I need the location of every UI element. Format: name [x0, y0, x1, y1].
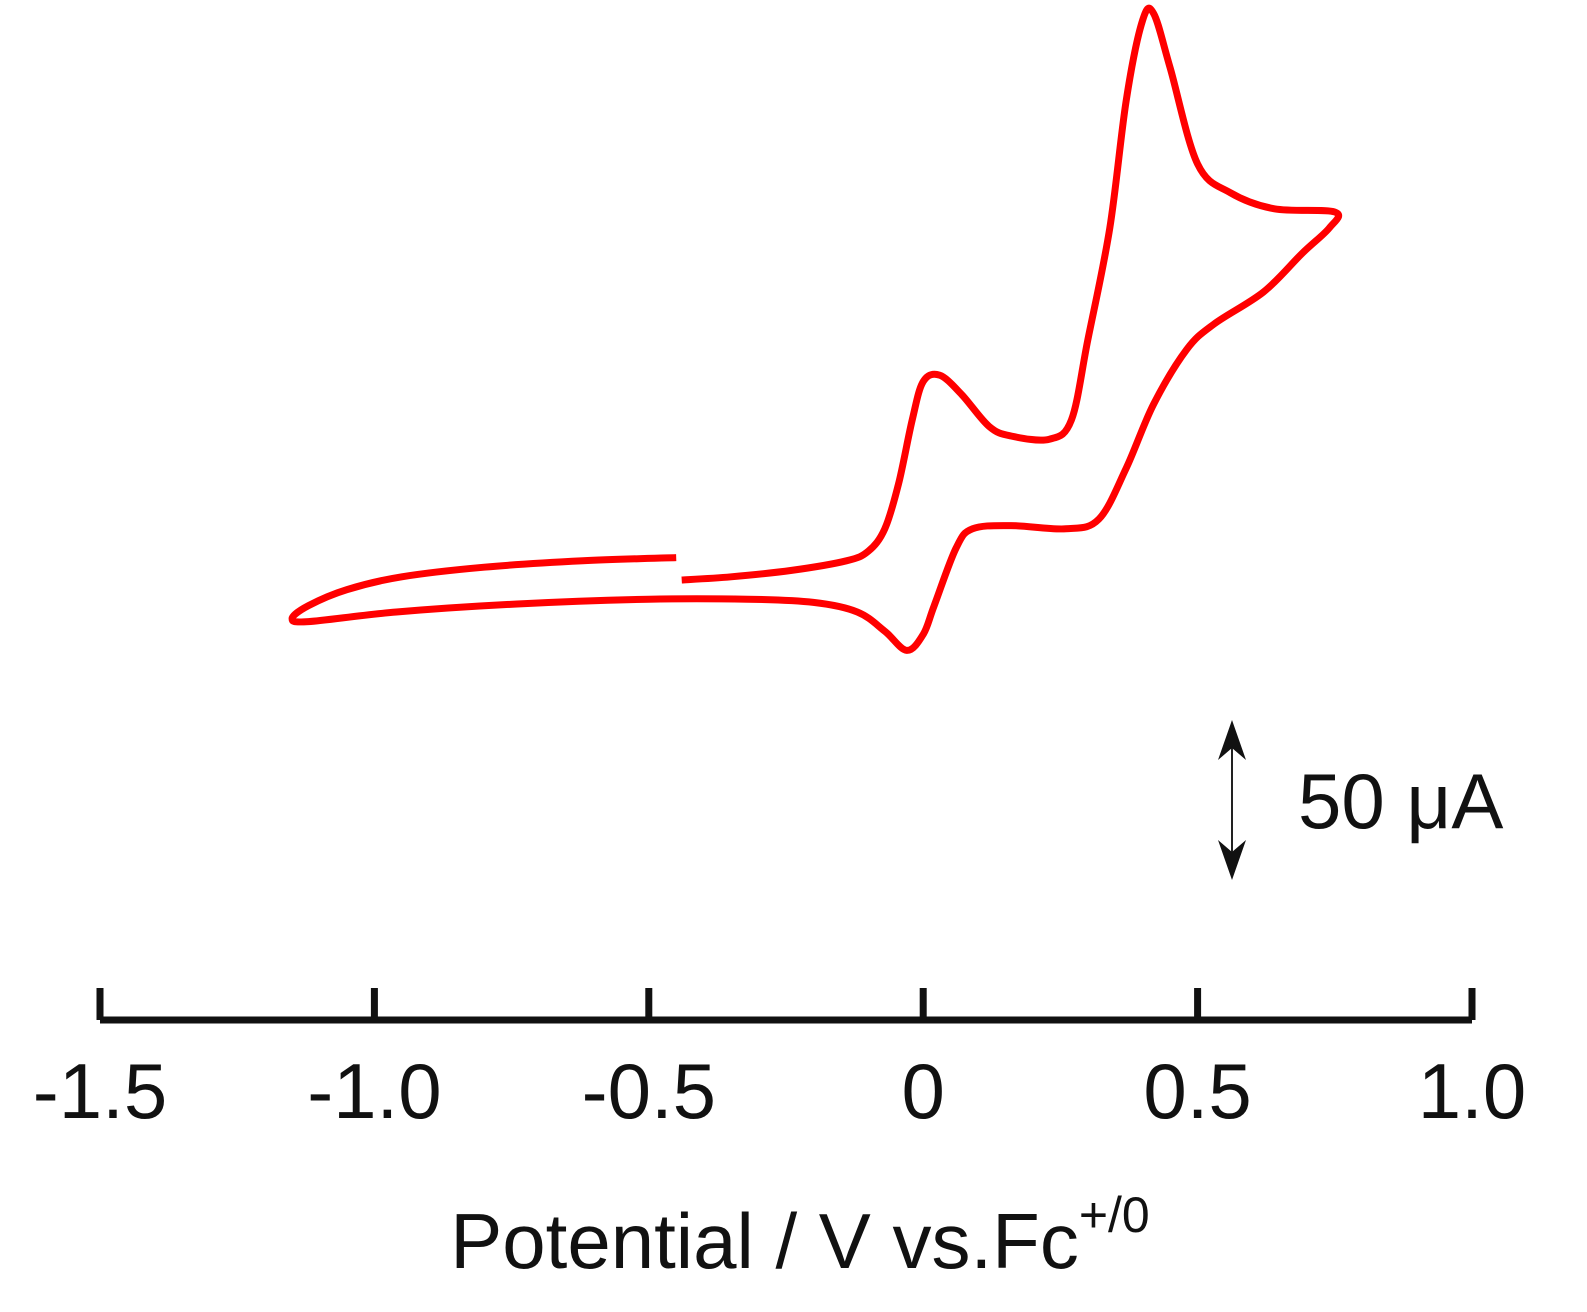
x-axis-title: Potential / V vs.Fc+/0	[450, 1187, 1149, 1285]
x-tick-label: 0.5	[1143, 1047, 1251, 1135]
current-scale-bar: 50 μA	[1218, 720, 1503, 880]
x-tick-label: -1.0	[307, 1047, 441, 1135]
x-axis: -1.5 -1.0 -0.5 0 0.5 1.0	[33, 988, 1526, 1135]
scale-bar-arrow-up-icon	[1218, 720, 1246, 760]
x-tick-label: 1.0	[1418, 1047, 1526, 1135]
scale-bar-arrow-down-icon	[1218, 840, 1246, 880]
x-tick-label: 0	[902, 1047, 945, 1135]
x-axis-title-superscript: +/0	[1079, 1187, 1150, 1243]
x-tick-label: -0.5	[582, 1047, 716, 1135]
x-axis-title-main: Potential / V vs.Fc	[450, 1197, 1079, 1285]
x-tick-label: -1.5	[33, 1047, 167, 1135]
cv-trace-line	[288, 4, 1343, 654]
plot-area	[288, 4, 1343, 654]
scale-bar-label: 50 μA	[1298, 757, 1503, 845]
